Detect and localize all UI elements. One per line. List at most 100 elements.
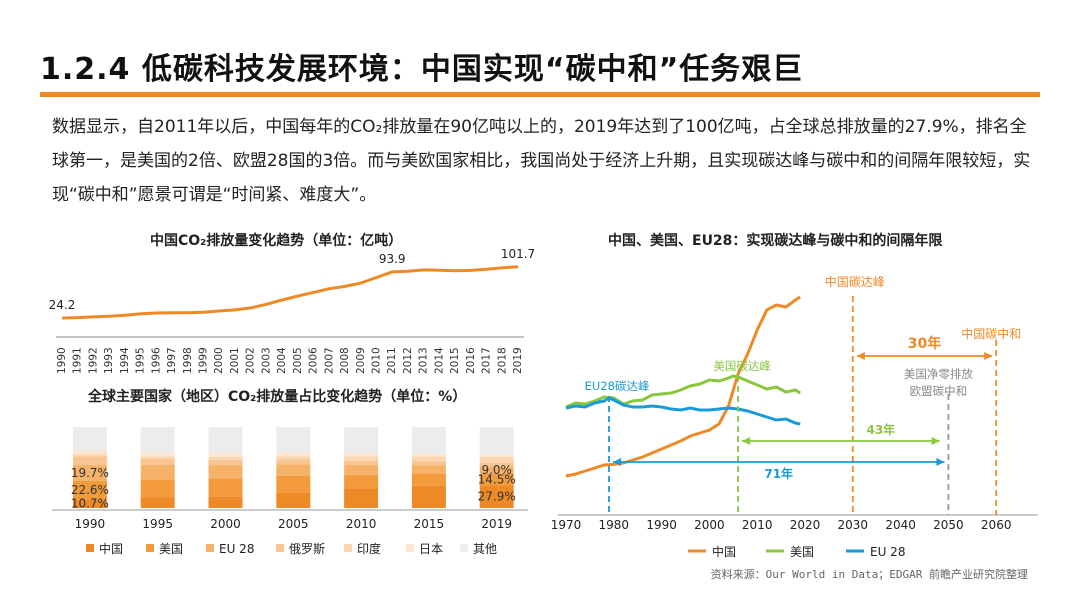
bar-segment [140,427,175,453]
bar-segment [276,456,311,460]
bar-segment [140,497,175,508]
data-label: 27.9% [478,490,516,504]
x-tick-label: 2010 [742,518,773,532]
x-tick-label: 2002 [245,347,257,374]
x-tick-label: 2019 [481,517,512,531]
legend-label: 俄罗斯 [289,542,325,556]
legend-label: 日本 [419,542,443,556]
bar-segment [72,454,107,457]
bar-segment [72,481,107,500]
bar-segment [208,478,243,497]
x-tick-label: 1990 [75,517,106,531]
data-label: 24.2 [49,298,76,312]
span-arrow-head [931,437,940,445]
bar-segment [276,459,311,465]
bar-segment [140,456,175,459]
x-tick-label: 1993 [103,347,115,374]
legend-label: EU 28 [870,545,905,559]
bar-segment [344,465,379,475]
bar-segment [479,473,514,486]
legend-swatch [460,544,468,552]
bar-segment [140,464,175,480]
bar-segment [72,456,107,466]
x-tick-label: 2011 [386,347,398,374]
bar-segment [276,476,311,493]
x-tick-label: 2004 [276,347,288,374]
x-tick-label: 1980 [599,518,630,532]
legend-swatch [406,544,414,552]
x-tick-label: 2006 [308,347,320,374]
x-tick-label: 2009 [355,347,367,374]
bar-segment [411,453,446,457]
intro-paragraph: 数据显示，自2011年以后，中国每年的CO₂排放量在90亿吨以上的，2019年达… [52,117,1031,205]
x-tick-label: 2017 [481,347,493,374]
share-chart-title: 全球主要国家（地区）CO₂排放量占比变化趋势（单位：%） [88,389,467,405]
source-note: 资料来源：Our World in Data；EDGAR 前瞻产业研究院整理 [710,568,1028,581]
bar-segment [208,459,243,466]
bar-segment [479,456,514,463]
bar-segment [140,452,175,457]
bar-segment [344,456,379,461]
legend-swatch [86,544,94,552]
bar-segment [344,460,379,466]
bar-segment [72,450,107,455]
span-arrow-head [984,352,993,360]
x-tick-label: 2030 [838,518,869,532]
bar-segment [411,461,446,466]
x-tick-label: 2018 [496,347,508,374]
bar-segment [208,496,243,508]
legend-label: EU 28 [219,542,254,556]
span-arrow-head [742,437,751,445]
bar-segment [479,485,514,508]
x-tick-label: 1994 [119,347,131,374]
china-series-line [565,295,801,478]
bar-segment [411,473,446,486]
bar-segment [208,452,243,457]
x-tick-label: 2003 [260,347,272,374]
x-tick-label: 1996 [150,347,162,374]
bar-segment [140,479,175,498]
x-tick-label: 2016 [465,347,477,374]
legend-label: 印度 [357,541,381,556]
x-tick-label: 2015 [449,347,461,374]
x-tick-label: 1990 [646,518,677,532]
bar-segment [276,452,311,457]
legend-swatch [146,544,154,552]
title-underline [40,92,1040,97]
x-tick-label: 2010 [370,347,382,374]
x-tick-label: 1995 [142,517,173,531]
data-label: 14.5% [478,473,516,487]
page-title: 1.2.4 低碳科技发展环境：中国实现“碳中和”任务艰巨 [40,52,804,87]
bar-segment [411,456,446,462]
data-label: 10.7% [71,497,109,511]
x-tick-label: 2020 [790,518,821,532]
span-arrow-head [936,458,945,466]
bar-segment [344,488,379,508]
share-stacked-bar-chart: 1990 1995 2000 2005 2010 2015 2019 19.7% 22.6%10… [52,427,528,556]
bar-segment [411,485,446,508]
legend-label: 美国 [159,542,183,556]
span-label: 43年 [866,422,895,437]
bar-segment [140,458,175,465]
china-emission-line-chart: 1990 1991 1992 1993 1994 1995 1996 1997 1998 1999… [49,248,536,374]
legend-label: 美国 [790,545,814,559]
interval-chart-title: 中国、美国、EU28：实现碳达峰与碳中和的间隔年限 [608,233,943,249]
marker-label: 美国碳达峰 [713,359,771,373]
data-label: 19.7% [71,466,109,480]
line-chart-title: 中国CO₂排放量变化趋势（单位：亿吨） [150,233,403,249]
x-tick-label: 2005 [278,517,309,531]
span-label: 30年 [908,335,941,352]
x-tick-label: 1997 [166,347,178,374]
marker-label: 欧盟碳中和 [910,384,968,398]
x-tick-label: 2000 [213,347,225,374]
peak-neutral-interval-chart: 1970 1980 1990 2000 2010 2020 2030 2040 2050 2060… [551,274,1038,559]
legend-swatch [276,544,284,552]
x-tick-label: 1999 [198,347,210,374]
x-tick-label: 1991 [72,347,84,374]
x-tick-label: 2015 [414,517,445,531]
x-tick-label: 1970 [551,518,582,532]
bar-segment [276,427,311,453]
bar-segment [276,492,311,508]
marker-label: 中国碳中和 [961,326,1021,341]
bar-segment [411,465,446,474]
